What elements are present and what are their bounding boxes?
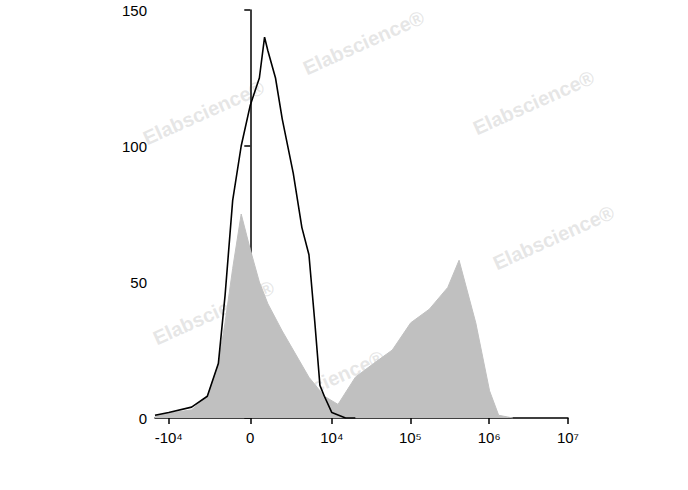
svg-text:10⁴: 10⁴ <box>320 429 343 446</box>
svg-text:50: 50 <box>130 274 147 291</box>
svg-text:150: 150 <box>122 2 147 19</box>
svg-text:Elabscience®: Elabscience® <box>300 6 428 79</box>
svg-text:Elabscience®: Elabscience® <box>139 76 268 150</box>
svg-text:10⁶: 10⁶ <box>478 429 501 446</box>
svg-text:-10⁴: -10⁴ <box>155 429 183 446</box>
svg-text:10⁵: 10⁵ <box>399 429 422 446</box>
svg-text:Elabscience®: Elabscience® <box>470 66 598 139</box>
svg-text:Elabscience®: Elabscience® <box>490 201 618 274</box>
svg-text:0: 0 <box>246 429 254 446</box>
svg-text:0: 0 <box>139 410 147 427</box>
svg-text:100: 100 <box>122 138 147 155</box>
svg-text:10⁷: 10⁷ <box>557 429 579 446</box>
svg-text:Elabscience®: Elabscience® <box>149 276 278 350</box>
